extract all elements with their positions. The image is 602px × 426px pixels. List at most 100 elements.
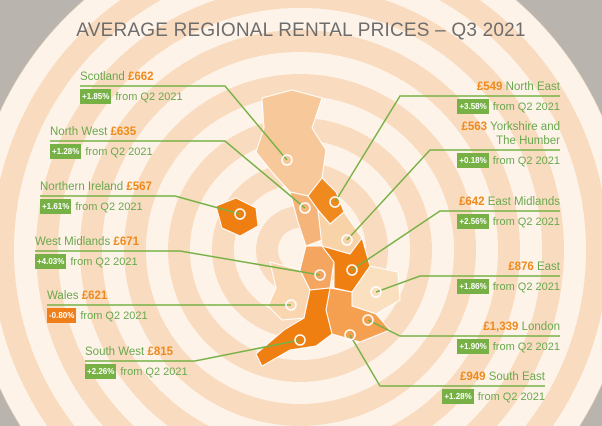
region-price: £635 (110, 126, 137, 138)
region-label: £549 North East (477, 80, 560, 94)
region-name: London (521, 321, 560, 333)
change-note: from Q2 2021 (492, 341, 560, 353)
change-badge: +2.56% (457, 214, 489, 229)
title: AVERAGE REGIONAL RENTAL PRICES – Q3 2021 (76, 20, 526, 41)
leader-lines (35, 85, 560, 387)
change-row: +0.18% from Q2 2021 (457, 153, 560, 168)
change-row: -0.80% from Q2 2021 (47, 308, 148, 323)
region-price: £563 (461, 121, 488, 133)
change-note: from Q2 2021 (492, 216, 560, 228)
point-marker (329, 196, 341, 208)
region-name: Yorkshire and The Humber (490, 121, 560, 147)
change-row: +1.86% from Q2 2021 (457, 279, 560, 294)
change-note: from Q2 2021 (85, 146, 153, 158)
region-label: £876 East (508, 260, 560, 274)
region-label: Northern Ireland £567 (40, 180, 152, 194)
leader-line (346, 149, 560, 241)
region-price: £662 (127, 71, 154, 83)
region-price: £876 (508, 261, 534, 273)
change-note: from Q2 2021 (120, 366, 188, 378)
region-label: £949 South East (460, 370, 545, 384)
region-name: West Midlands (35, 236, 111, 248)
region-label: Wales £621 (47, 289, 107, 303)
leader-line (35, 250, 321, 276)
region-label: £1,339 London (483, 320, 560, 334)
region-name: Scotland (80, 71, 125, 83)
region-name: East (536, 261, 560, 273)
map-shapes (215, 89, 401, 367)
region-name: East Midlands (487, 196, 560, 208)
leader-line (375, 275, 560, 293)
region-price: £549 (476, 81, 503, 93)
leader-line (367, 319, 560, 337)
change-badge: +4.03% (35, 254, 67, 269)
region-northern-ireland (215, 197, 259, 237)
region-name: North East (505, 81, 560, 93)
change-note: from Q2 2021 (75, 201, 143, 213)
change-note: from Q2 2021 (115, 91, 183, 103)
change-badge: +1.90% (457, 339, 489, 354)
point-marker (341, 234, 353, 246)
region-label: Scotland £662 (80, 70, 154, 84)
change-note: from Q2 2021 (80, 310, 148, 322)
change-badge: -0.80% (47, 308, 77, 323)
region-label: West Midlands £671 (35, 235, 139, 249)
change-badge: +0.18% (457, 153, 489, 168)
region-price: £1,339 (483, 321, 519, 333)
change-badge: +1.85% (80, 89, 112, 104)
change-row: +1.85% from Q2 2021 (80, 89, 183, 104)
leader-line (50, 140, 306, 209)
point-marker (285, 299, 297, 311)
change-row: +1.90% from Q2 2021 (457, 339, 560, 354)
change-row: +1.28% from Q2 2021 (442, 389, 545, 404)
change-note: from Q2 2021 (70, 256, 138, 268)
region-label: £563 Yorkshire and The Humber (440, 120, 561, 148)
region-south-west (255, 287, 333, 367)
change-note: from Q2 2021 (477, 391, 545, 403)
region-label: North West £635 (50, 125, 136, 139)
leader-line (40, 195, 241, 215)
leader-line (349, 334, 545, 387)
point-marker (370, 286, 382, 298)
region-name: Northern Ireland (40, 181, 124, 193)
region-price: £567 (126, 181, 152, 193)
change-row: +2.56% from Q2 2021 (457, 214, 560, 229)
change-badge: +1.28% (50, 144, 82, 159)
region-scotland (255, 89, 327, 197)
region-name: North West (50, 126, 108, 138)
change-badge: +1.86% (457, 279, 489, 294)
region-price: £815 (147, 346, 174, 358)
change-badge: +3.58% (457, 99, 489, 114)
region-label: South West £815 (85, 345, 173, 359)
point-marker (294, 334, 306, 346)
region-price: £642 (458, 196, 485, 208)
change-row: +3.58% from Q2 2021 (457, 99, 560, 114)
region-name: Wales (47, 290, 79, 302)
change-badge: +1.61% (40, 199, 72, 214)
leader-line (85, 339, 301, 362)
point-marker (346, 264, 358, 276)
point-marker (344, 329, 356, 341)
region-price: £949 (459, 371, 486, 383)
change-row: +2.26% from Q2 2021 (85, 364, 188, 379)
change-note: from Q2 2021 (492, 155, 560, 167)
change-badge: +1.28% (442, 389, 474, 404)
change-row: +1.28% from Q2 2021 (50, 144, 153, 159)
point-marker (281, 154, 293, 166)
region-name: South West (85, 346, 145, 358)
change-row: +4.03% from Q2 2021 (35, 254, 138, 269)
change-badge: +2.26% (85, 364, 117, 379)
change-note: from Q2 2021 (492, 101, 560, 113)
point-marker (314, 269, 326, 281)
leader-line (351, 210, 560, 271)
change-row: +1.61% from Q2 2021 (40, 199, 143, 214)
leader-line (334, 95, 560, 203)
point-marker (299, 202, 311, 214)
leader-line (80, 85, 288, 161)
point-marker (362, 314, 374, 326)
region-name: South East (488, 371, 545, 383)
point-marker (234, 208, 246, 220)
region-label: £642 East Midlands (459, 195, 560, 209)
